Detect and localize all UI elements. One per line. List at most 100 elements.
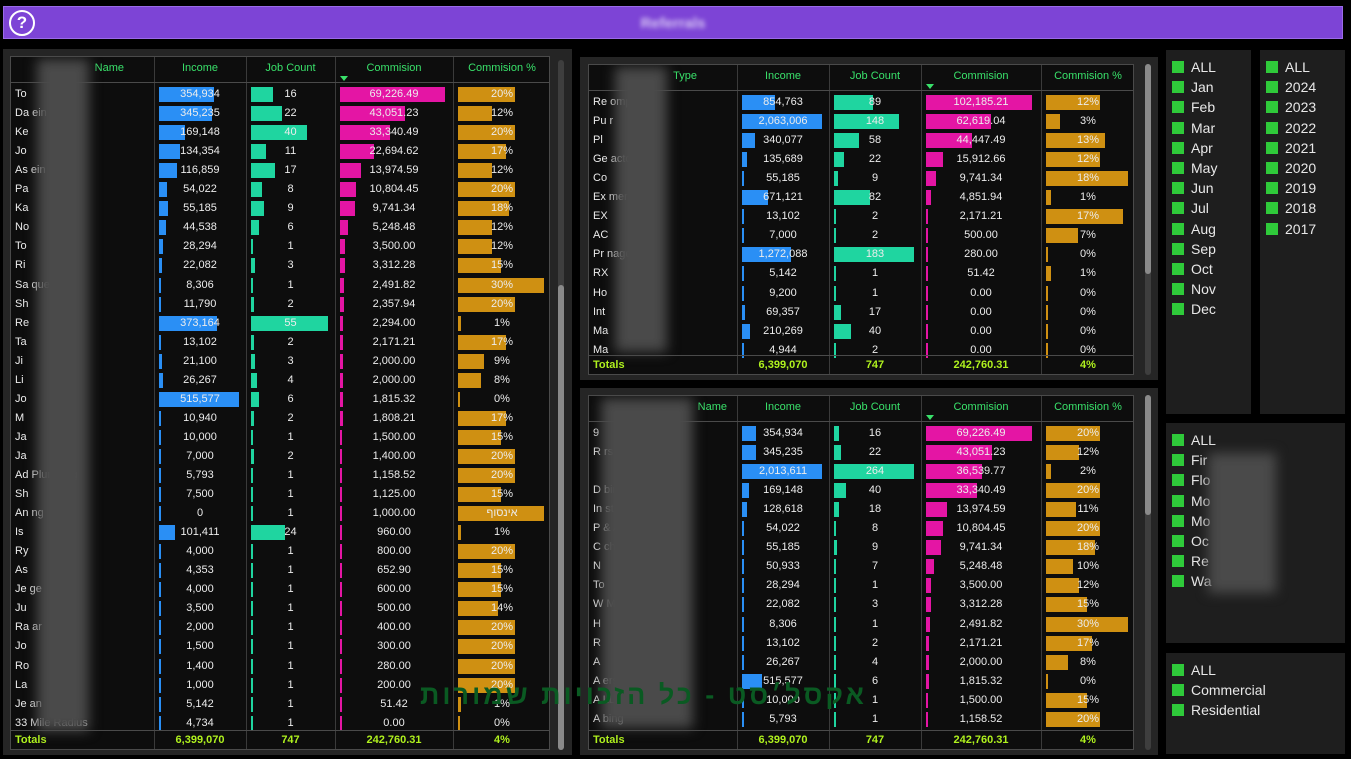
slicer-item[interactable]: 2022 (1266, 118, 1316, 138)
table-row[interactable]: R 13,102 2 2,171.21 17% (589, 634, 1133, 653)
commission-pct-header[interactable]: Commision % (1054, 401, 1122, 413)
slicer-item[interactable]: Fir (1172, 450, 1207, 470)
table-row[interactable]: Ri 22,082 3 3,312.28 15% (11, 256, 549, 275)
checkbox-icon[interactable] (1172, 704, 1184, 717)
table-row[interactable]: Ma 210,269 40 0.00 0% (589, 322, 1133, 341)
checkbox-icon[interactable] (1172, 121, 1184, 134)
table-row[interactable]: Ji 21,100 3 2,000.00 9% (11, 352, 549, 371)
table-row[interactable]: Co 55,185 9 9,741.34 18% (589, 169, 1133, 188)
checkbox-icon[interactable] (1266, 101, 1278, 114)
slicer-item[interactable]: 2021 (1266, 138, 1316, 158)
checkbox-icon[interactable] (1266, 222, 1278, 235)
slicer-item[interactable]: Sep (1172, 239, 1216, 259)
table-row[interactable]: Ju 3,500 1 500.00 14% (11, 599, 549, 618)
checkbox-icon[interactable] (1172, 575, 1184, 588)
slicer-item[interactable]: Mar (1172, 118, 1215, 138)
table-row[interactable]: Je ge 4,000 1 600.00 15% (11, 580, 549, 599)
table-row[interactable]: Re 373,164 55 2,294.00 1% (11, 314, 549, 333)
left-table-scroll-thumb[interactable] (558, 285, 564, 750)
table-row[interactable]: To 28,294 1 3,500.00 12% (589, 576, 1133, 595)
slicer-item[interactable]: Dec (1172, 299, 1216, 319)
table-row[interactable]: H 8,306 1 2,491.82 30% (589, 615, 1133, 634)
checkbox-icon[interactable] (1172, 303, 1184, 316)
slicer-item[interactable]: 2020 (1266, 158, 1316, 178)
group-table-scrollbar[interactable] (1145, 395, 1151, 750)
checkbox-icon[interactable] (1172, 101, 1184, 114)
checkbox-icon[interactable] (1172, 434, 1184, 446)
slicer-item[interactable]: Jan (1172, 77, 1214, 97)
table-row[interactable]: Ja 7,000 2 1,400.00 20% (11, 447, 549, 466)
table-row[interactable]: Pl 340,077 58 44,447.49 13% (589, 131, 1133, 150)
checkbox-icon[interactable] (1172, 81, 1184, 94)
table-row[interactable]: No 44,538 6 5,248.48 12% (11, 218, 549, 237)
table-row[interactable]: As 4,353 1 652.90 15% (11, 561, 549, 580)
slicer-item[interactable]: May (1172, 158, 1217, 178)
table-row[interactable]: To 28,294 1 3,500.00 12% (11, 237, 549, 256)
help-icon[interactable]: ? (9, 10, 35, 36)
checkbox-icon[interactable] (1172, 684, 1184, 697)
table-row[interactable]: Je an 5,142 1 51.42 1% (11, 695, 549, 714)
commission-pct-header[interactable]: Commision % (1054, 70, 1122, 82)
checkbox-icon[interactable] (1172, 61, 1184, 73)
income-header[interactable]: Income (181, 62, 219, 74)
job-count-header[interactable]: Job Count (265, 62, 316, 74)
checkbox-icon[interactable] (1172, 182, 1184, 195)
checkbox-icon[interactable] (1172, 283, 1184, 296)
table-row[interactable]: M 10,940 2 1,808.21 17% (11, 409, 549, 428)
checkbox-icon[interactable] (1266, 141, 1278, 154)
table-row[interactable]: Jo 1,500 1 300.00 20% (11, 637, 549, 656)
table-row[interactable]: Int 69,357 17 0.00 0% (589, 303, 1133, 322)
slicer-item[interactable]: Jul (1172, 198, 1209, 218)
checkbox-icon[interactable] (1172, 202, 1184, 215)
table-row[interactable]: Ho 9,200 1 0.00 0% (589, 284, 1133, 303)
slicer-item[interactable]: Residential (1172, 700, 1260, 720)
label-header[interactable]: Name (94, 62, 124, 74)
income-header[interactable]: Income (764, 70, 802, 82)
table-row[interactable]: Jo 134,354 11 22,694.62 17% (11, 142, 549, 161)
slicer-item[interactable]: Oc (1172, 531, 1209, 551)
slicer-item[interactable]: Aug (1172, 219, 1216, 239)
checkbox-icon[interactable] (1172, 535, 1184, 547)
checkbox-icon[interactable] (1172, 664, 1184, 676)
table-row[interactable]: Ex mer 671,121 82 4,851.94 1% (589, 188, 1133, 207)
table-row[interactable]: Ry 4,000 1 800.00 20% (11, 542, 549, 561)
table-row[interactable]: Sa que 8,306 1 2,491.82 30% (11, 276, 549, 295)
slicer-item[interactable]: ALL (1172, 430, 1216, 450)
table-row[interactable]: EX 13,102 2 2,171.21 17% (589, 207, 1133, 226)
commission-header[interactable]: Commision (953, 70, 1009, 82)
checkbox-icon[interactable] (1172, 555, 1184, 568)
table-row[interactable]: 2,013,611 264 36,539.77 2% (589, 462, 1133, 481)
table-row[interactable]: 9 354,934 16 69,226.49 20% (589, 424, 1133, 443)
checkbox-icon[interactable] (1266, 61, 1278, 73)
checkbox-icon[interactable] (1266, 202, 1278, 215)
type-table-scroll-thumb[interactable] (1145, 64, 1151, 274)
slicer-item[interactable]: Apr (1172, 138, 1213, 158)
table-row[interactable]: RX 5,142 1 51.42 1% (589, 264, 1133, 283)
slicer-item[interactable]: Mo (1172, 511, 1210, 531)
checkbox-icon[interactable] (1266, 81, 1278, 94)
checkbox-icon[interactable] (1266, 182, 1278, 195)
job-count-header[interactable]: Job Count (849, 70, 901, 82)
checkbox-icon[interactable] (1172, 263, 1184, 275)
slicer-item[interactable]: 2024 (1266, 77, 1316, 97)
table-row[interactable]: Pa 54,022 8 10,804.45 20% (11, 180, 549, 199)
table-row[interactable]: Ro 1,400 1 280.00 20% (11, 657, 549, 676)
slicer-item[interactable]: ALL (1172, 660, 1216, 680)
checkbox-icon[interactable] (1266, 121, 1278, 134)
slicer-item[interactable]: Nov (1172, 279, 1216, 299)
checkbox-icon[interactable] (1172, 162, 1184, 174)
checkbox-icon[interactable] (1172, 454, 1184, 467)
job-count-header[interactable]: Job Count (849, 401, 901, 413)
checkbox-icon[interactable] (1172, 222, 1184, 235)
table-row[interactable]: A 26,267 4 2,000.00 8% (589, 653, 1133, 672)
slicer-item[interactable]: ALL (1266, 57, 1310, 77)
checkbox-icon[interactable] (1172, 474, 1184, 487)
checkbox-icon[interactable] (1172, 242, 1184, 255)
table-row[interactable]: N 50,933 7 5,248.48 10% (589, 557, 1133, 576)
